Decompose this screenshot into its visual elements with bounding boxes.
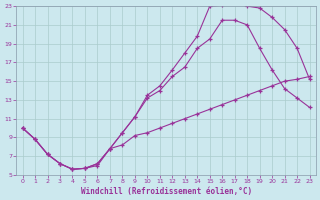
X-axis label: Windchill (Refroidissement éolien,°C): Windchill (Refroidissement éolien,°C) bbox=[81, 187, 252, 196]
